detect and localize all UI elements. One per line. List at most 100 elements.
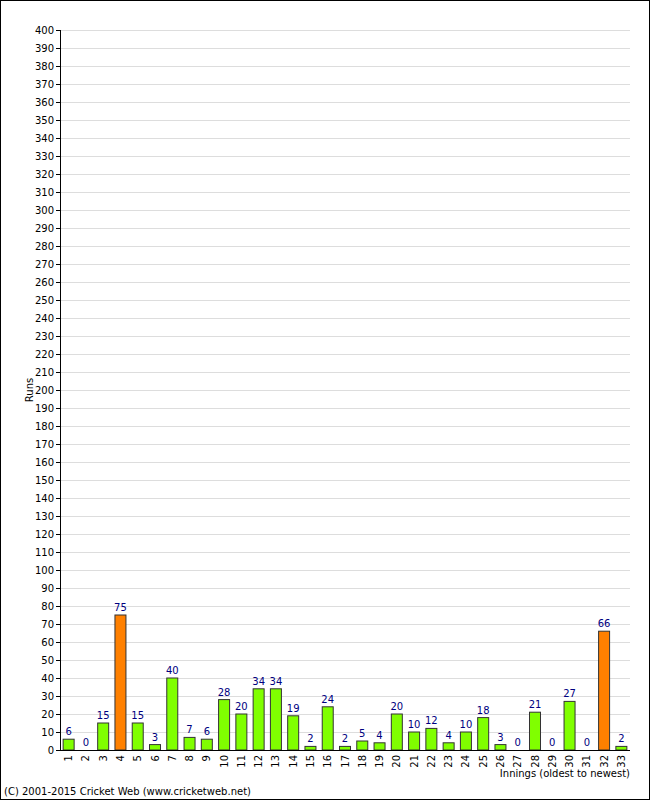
y-tick — [56, 264, 60, 265]
bar — [80, 750, 91, 751]
grid-line — [60, 660, 630, 661]
y-tick — [56, 390, 60, 391]
y-tick-label: 310 — [35, 187, 54, 198]
x-tick-label: 18 — [357, 755, 368, 768]
data-label: 24 — [321, 694, 334, 705]
y-tick — [56, 444, 60, 445]
y-tick-label: 180 — [35, 421, 54, 432]
bar — [599, 631, 610, 750]
data-label: 4 — [376, 730, 382, 741]
grid-line — [60, 606, 630, 607]
x-tick-label: 16 — [322, 755, 333, 768]
bar — [270, 689, 281, 750]
y-axis — [60, 30, 61, 750]
grid-line — [60, 318, 630, 319]
grid-line — [60, 408, 630, 409]
data-label: 40 — [166, 665, 179, 676]
grid-line — [60, 138, 630, 139]
x-tick-label: 22 — [426, 755, 437, 768]
x-axis — [60, 750, 630, 751]
y-tick — [56, 426, 60, 427]
y-tick — [56, 228, 60, 229]
y-tick-label: 130 — [35, 511, 54, 522]
x-tick-label: 8 — [184, 755, 195, 761]
y-tick-label: 220 — [35, 349, 54, 360]
x-tick-label: 17 — [340, 755, 351, 768]
bar — [581, 750, 592, 751]
y-tick-label: 330 — [35, 151, 54, 162]
y-tick-label: 290 — [35, 223, 54, 234]
grid-line — [60, 156, 630, 157]
y-tick-label: 390 — [35, 43, 54, 54]
x-tick-label: 25 — [478, 755, 489, 768]
grid-line — [60, 516, 630, 517]
data-label: 20 — [390, 701, 403, 712]
bar — [132, 723, 143, 750]
frame — [1, 1, 650, 800]
grid-line — [60, 534, 630, 535]
x-tick-label: 6 — [150, 755, 161, 761]
x-tick-label: 21 — [409, 755, 420, 768]
bar — [357, 741, 368, 750]
y-tick — [56, 516, 60, 517]
y-tick — [56, 48, 60, 49]
y-tick — [56, 732, 60, 733]
grid-line — [60, 714, 630, 715]
y-tick-label: 360 — [35, 97, 54, 108]
grid-line — [60, 498, 630, 499]
bar — [426, 728, 437, 750]
bar — [564, 701, 575, 750]
x-tick-label: 33 — [616, 755, 627, 768]
data-label: 10 — [408, 719, 421, 730]
grid-line — [60, 462, 630, 463]
grid-line — [60, 84, 630, 85]
y-tick-label: 210 — [35, 367, 54, 378]
y-tick-label: 270 — [35, 259, 54, 270]
x-tick-label: 30 — [564, 755, 575, 768]
y-tick — [56, 714, 60, 715]
data-label: 7 — [186, 724, 192, 735]
grid-line — [60, 48, 630, 49]
grid-line — [60, 300, 630, 301]
x-tick-label: 26 — [495, 755, 506, 768]
y-tick — [56, 66, 60, 67]
data-label: 75 — [114, 602, 127, 613]
y-tick-label: 80 — [41, 601, 54, 612]
x-axis-label: Innings (oldest to newest) — [500, 768, 630, 779]
grid-line — [60, 750, 630, 751]
y-tick-label: 250 — [35, 295, 54, 306]
y-tick — [56, 336, 60, 337]
bar — [460, 732, 471, 750]
bar — [374, 743, 385, 750]
y-tick — [56, 210, 60, 211]
x-tick-label: 15 — [305, 755, 316, 768]
y-tick-label: 200 — [35, 385, 54, 396]
y-tick-label: 110 — [35, 547, 54, 558]
data-label: 0 — [83, 737, 89, 748]
y-tick-label: 320 — [35, 169, 54, 180]
y-tick — [56, 462, 60, 463]
y-tick-label: 300 — [35, 205, 54, 216]
y-tick-label: 40 — [41, 673, 54, 684]
bar — [616, 746, 627, 750]
y-tick — [56, 84, 60, 85]
bar — [115, 615, 126, 750]
data-label: 0 — [515, 737, 521, 748]
grid-line — [60, 66, 630, 67]
x-tick-label: 20 — [391, 755, 402, 768]
grid-line — [60, 480, 630, 481]
data-label: 3 — [497, 732, 503, 743]
y-tick — [56, 750, 60, 751]
grid-line — [60, 696, 630, 697]
y-tick — [56, 570, 60, 571]
y-tick-label: 400 — [35, 25, 54, 36]
data-label: 34 — [270, 676, 283, 687]
y-tick — [56, 660, 60, 661]
y-tick-label: 230 — [35, 331, 54, 342]
grid-line — [60, 102, 630, 103]
data-label: 21 — [529, 699, 542, 710]
bar — [98, 723, 109, 750]
y-tick-label: 50 — [41, 655, 54, 666]
y-tick — [56, 300, 60, 301]
y-tick-label: 70 — [41, 619, 54, 630]
